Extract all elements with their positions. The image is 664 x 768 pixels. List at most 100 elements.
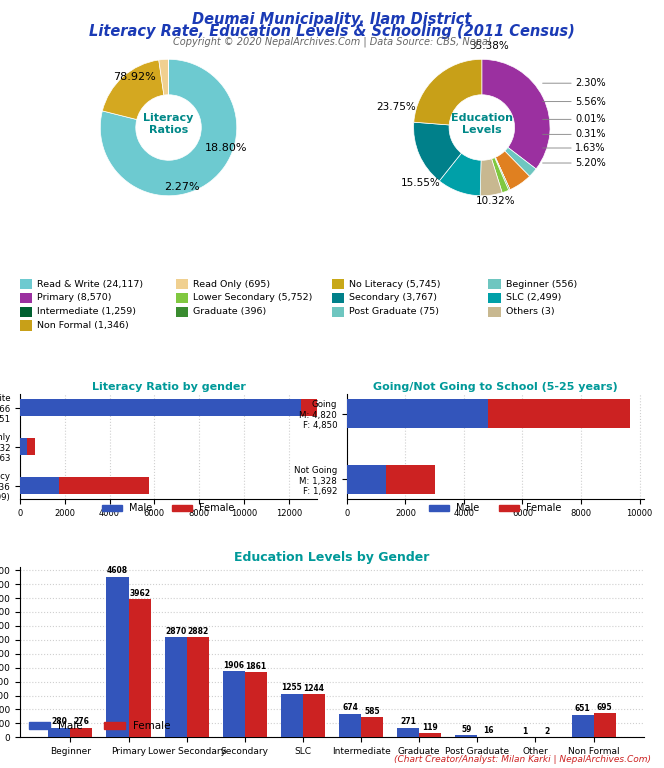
Wedge shape [495, 157, 510, 190]
Text: Beginner (556): Beginner (556) [505, 280, 577, 289]
Text: 0.31%: 0.31% [575, 129, 606, 139]
Text: 3962: 3962 [129, 589, 150, 598]
Bar [20, 306, 33, 316]
Text: Non Formal (1,346): Non Formal (1,346) [37, 321, 129, 330]
Text: 2870: 2870 [165, 627, 186, 636]
Bar [27, 438, 35, 455]
Wedge shape [495, 151, 529, 190]
Bar [332, 279, 345, 290]
Text: 59: 59 [461, 725, 471, 734]
Bar [488, 293, 501, 303]
Wedge shape [102, 60, 164, 120]
Bar [572, 714, 594, 737]
Text: 16: 16 [483, 727, 493, 735]
Bar [20, 477, 59, 495]
Text: Literacy
Ratios: Literacy Ratios [143, 114, 194, 135]
Text: Others (3): Others (3) [505, 307, 554, 316]
Text: 2882: 2882 [187, 627, 208, 636]
Bar [70, 727, 92, 737]
Text: Graduate (396): Graduate (396) [193, 307, 267, 316]
Text: 15.55%: 15.55% [400, 177, 440, 187]
Text: Read Only (695): Read Only (695) [193, 280, 270, 289]
Legend: Male, Female: Male, Female [98, 499, 238, 518]
Bar [419, 733, 442, 737]
Bar [456, 735, 477, 737]
Bar [176, 306, 189, 316]
Bar [176, 279, 189, 290]
Text: 5.20%: 5.20% [575, 158, 606, 168]
Text: 674: 674 [342, 703, 358, 713]
Text: 1244: 1244 [303, 684, 325, 693]
Wedge shape [505, 147, 536, 177]
Bar [165, 637, 187, 737]
Bar [245, 673, 267, 737]
Bar [347, 465, 386, 495]
Text: Post Graduate (75): Post Graduate (75) [349, 307, 440, 316]
Text: Literacy Rate, Education Levels & Schooling (2011 Census): Literacy Rate, Education Levels & School… [89, 24, 575, 39]
Text: 1906: 1906 [223, 660, 244, 670]
Text: 280: 280 [51, 717, 67, 726]
Bar [488, 306, 501, 316]
Bar [106, 577, 129, 737]
Bar [488, 399, 630, 429]
Text: 1.63%: 1.63% [575, 143, 606, 153]
Text: 23.75%: 23.75% [376, 102, 416, 112]
Wedge shape [480, 159, 502, 196]
Legend: Male, Female: Male, Female [426, 499, 566, 518]
Text: 35.38%: 35.38% [469, 41, 509, 51]
Text: 585: 585 [365, 707, 380, 716]
Wedge shape [440, 153, 481, 196]
Text: 1861: 1861 [245, 662, 266, 671]
Text: 0.01%: 0.01% [575, 114, 606, 124]
Text: 5.56%: 5.56% [575, 97, 606, 107]
Bar [339, 713, 361, 737]
Wedge shape [159, 59, 169, 95]
Bar [347, 399, 488, 429]
Wedge shape [491, 157, 509, 193]
Bar [129, 599, 151, 737]
Bar [594, 713, 616, 737]
Text: 1: 1 [522, 727, 527, 736]
Bar [488, 279, 501, 290]
Wedge shape [482, 59, 550, 169]
Text: 651: 651 [575, 704, 590, 713]
Bar [281, 694, 303, 737]
Text: 10.32%: 10.32% [475, 196, 515, 206]
Bar [301, 399, 560, 416]
Text: Primary (8,570): Primary (8,570) [37, 293, 112, 303]
Bar [332, 306, 345, 316]
Title: Literacy Ratio by gender: Literacy Ratio by gender [92, 382, 246, 392]
Text: 276: 276 [74, 717, 90, 727]
Bar [20, 279, 33, 290]
Wedge shape [414, 122, 461, 181]
Bar [20, 399, 301, 416]
Bar [397, 728, 419, 737]
Wedge shape [100, 59, 237, 196]
Wedge shape [414, 59, 482, 125]
Text: Copyright © 2020 NepalArchives.Com | Data Source: CBS, Nepal: Copyright © 2020 NepalArchives.Com | Dat… [173, 36, 491, 47]
Text: 2: 2 [544, 727, 549, 736]
Text: 2.27%: 2.27% [165, 182, 200, 192]
Text: 1255: 1255 [282, 684, 302, 692]
Text: Secondary (3,767): Secondary (3,767) [349, 293, 438, 303]
Bar [361, 717, 383, 737]
Text: Read & Write (24,117): Read & Write (24,117) [37, 280, 143, 289]
Bar [222, 671, 245, 737]
Bar [20, 293, 33, 303]
Text: Lower Secondary (5,752): Lower Secondary (5,752) [193, 293, 313, 303]
Title: Going/Not Going to School (5-25 years): Going/Not Going to School (5-25 years) [373, 382, 618, 392]
Text: Intermediate (1,259): Intermediate (1,259) [37, 307, 136, 316]
Text: 4608: 4608 [107, 567, 128, 575]
Bar [176, 293, 189, 303]
Bar [187, 637, 208, 737]
Bar [332, 293, 345, 303]
Bar [48, 727, 70, 737]
Wedge shape [495, 157, 510, 190]
Bar [386, 465, 436, 495]
Text: 78.92%: 78.92% [113, 71, 156, 81]
Text: 695: 695 [597, 703, 612, 712]
Text: 18.80%: 18.80% [205, 144, 248, 154]
Text: 271: 271 [400, 717, 416, 727]
Text: SLC (2,499): SLC (2,499) [505, 293, 561, 303]
Bar [303, 694, 325, 737]
